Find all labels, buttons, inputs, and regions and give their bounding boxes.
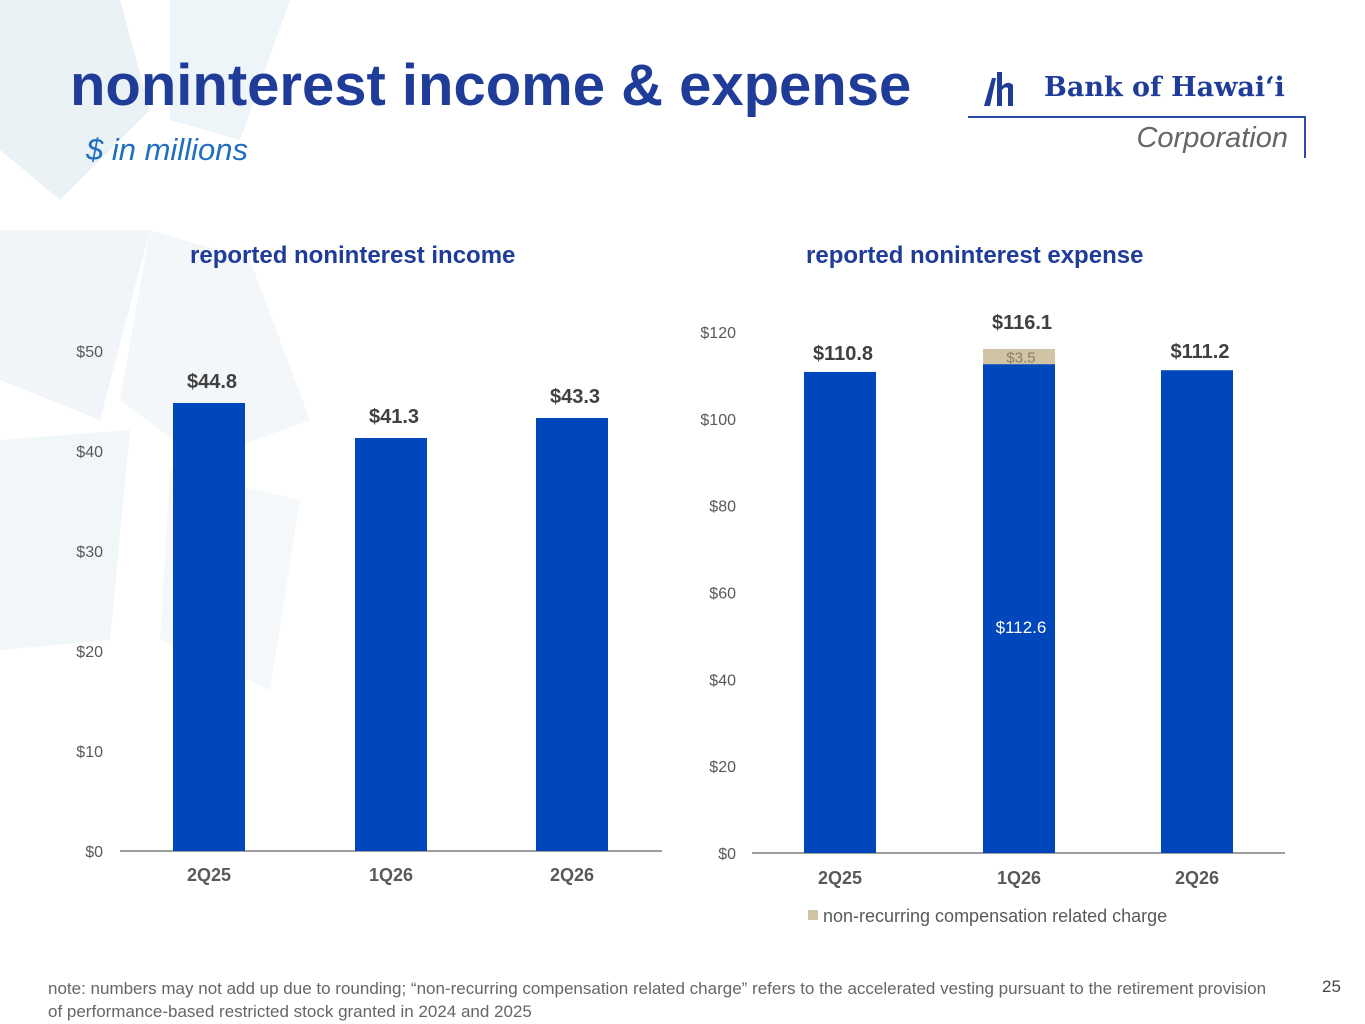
logo-divider [968, 116, 1305, 118]
income-chart-title: reported noninterest income [190, 242, 516, 269]
expense-category-label: 2Q25 [818, 868, 862, 888]
income-y-tick-label: $40 [76, 444, 103, 461]
expense-bar [804, 371, 876, 853]
expense-charge-label: $3.5 [1006, 350, 1035, 367]
legend-label-charge: non-recurring compensation related charg… [823, 906, 1167, 926]
company-logo: Bank of Hawai‘i Corporation [968, 62, 1308, 162]
expense-y-tick-label: $0 [718, 846, 736, 863]
page-subtitle: $ in millions [86, 132, 248, 167]
expense-total-label: $111.2 [1171, 341, 1230, 363]
expense-total-label: $110.8 [813, 343, 873, 365]
bank-logo-icon [984, 72, 1013, 106]
income-bar [173, 403, 245, 851]
logo-divider-vertical [1304, 116, 1306, 158]
income-y-tick-label: $0 [85, 844, 103, 861]
income-category-label: 1Q26 [369, 865, 413, 885]
expense-charge-segment [983, 348, 1055, 365]
expense-bar [1161, 370, 1233, 853]
legend-swatch-charge [808, 910, 818, 920]
income-value-label: $44.8 [187, 371, 237, 393]
logo-wordmark: Bank of Hawai‘i [1044, 72, 1285, 103]
expense-total-label: $116.1 [992, 312, 1052, 334]
income-bar [355, 438, 427, 851]
income-category-label: 2Q26 [550, 865, 594, 885]
page-title: noninterest income & expense [70, 53, 912, 118]
expense-bar [983, 364, 1055, 853]
expense-y-tick-label: $60 [709, 586, 736, 603]
expense-category-label: 1Q26 [997, 868, 1041, 888]
expense-y-tick-label: $120 [700, 325, 736, 342]
income-y-tick-label: $20 [76, 644, 103, 661]
logo-subtext: Corporation [1136, 122, 1288, 154]
footnote: note: numbers may not add up due to roun… [48, 979, 1267, 1021]
expense-y-tick-label: $40 [709, 672, 736, 689]
income-y-tick-label: $50 [76, 344, 103, 361]
income-value-label: $43.3 [550, 386, 600, 408]
income-y-tick-label: $30 [76, 544, 103, 561]
income-value-label: $41.3 [369, 406, 419, 428]
income-category-label: 2Q25 [187, 865, 231, 885]
expense-chart-title: reported noninterest expense [806, 242, 1144, 269]
expense-y-tick-label: $80 [709, 499, 736, 516]
expense-segment-label: $112.6 [996, 618, 1047, 637]
expense-y-tick-label: $100 [700, 412, 736, 429]
expense-y-tick-label: $20 [709, 759, 736, 776]
page-number: 25 [1322, 977, 1341, 996]
expense-category-label: 2Q26 [1175, 868, 1219, 888]
income-bar [536, 418, 608, 851]
income-y-tick-label: $10 [76, 744, 103, 761]
